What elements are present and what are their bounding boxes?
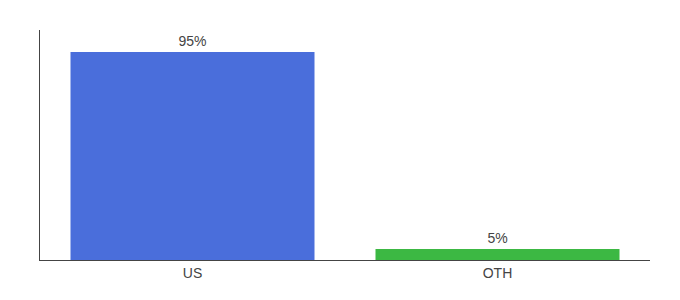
svg-text:95%: 95% <box>178 33 206 49</box>
svg-text:5%: 5% <box>487 230 507 246</box>
svg-text:OTH: OTH <box>483 265 513 281</box>
svg-text:US: US <box>183 265 202 281</box>
